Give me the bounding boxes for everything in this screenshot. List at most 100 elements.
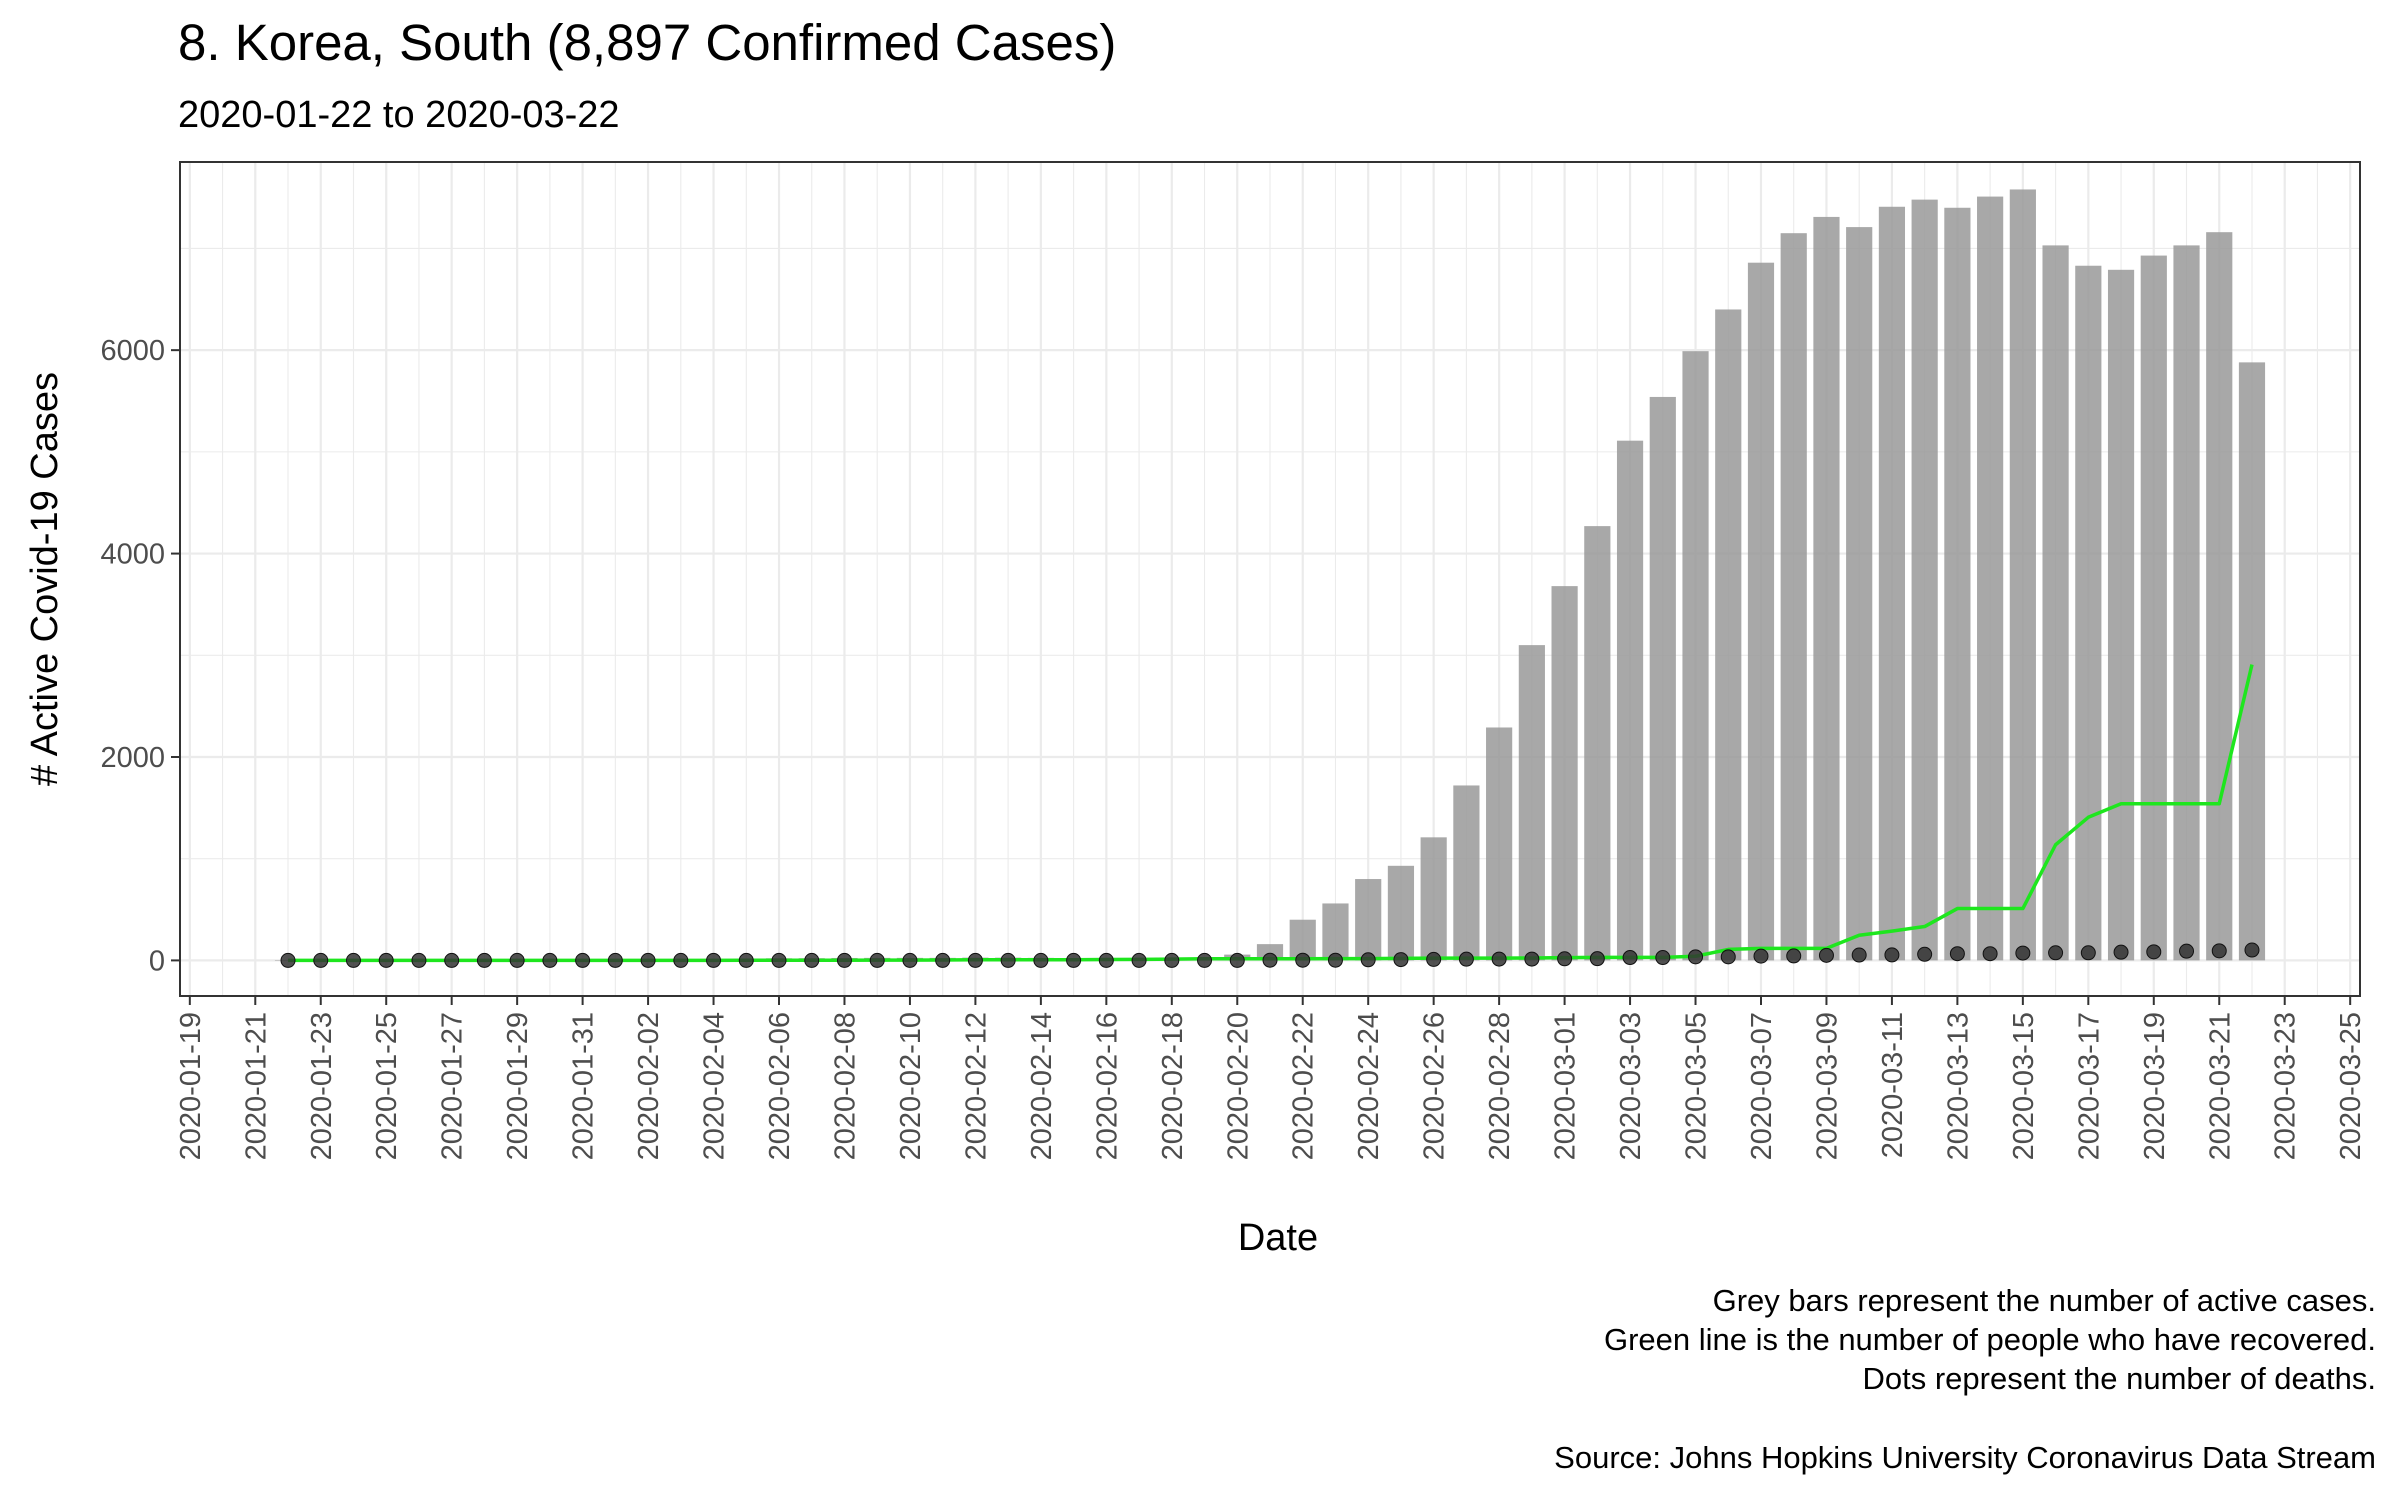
x-tick-label: 2020-02-28	[1484, 1012, 1516, 1160]
death-dot	[1884, 947, 1900, 963]
death-dot	[640, 952, 656, 968]
x-tick-label: 2020-03-15	[2008, 1012, 2040, 1160]
x-tick-label: 2020-03-19	[2139, 1012, 2171, 1160]
active-cases-bar	[1977, 196, 2004, 961]
death-dot	[738, 952, 754, 968]
active-cases-bar	[1420, 837, 1447, 961]
death-dot	[1229, 952, 1245, 968]
death-dot	[1655, 950, 1671, 966]
x-tick-label: 2020-03-05	[1681, 1012, 1713, 1160]
death-dot	[869, 952, 885, 968]
death-dot	[2211, 943, 2227, 959]
active-cases-bar	[2238, 362, 2266, 961]
caption: Grey bars represent the number of active…	[1554, 1283, 2376, 1475]
active-cases-bar	[1387, 865, 1415, 961]
x-tick-label: 2020-01-19	[175, 1012, 207, 1160]
death-dot	[1098, 952, 1114, 968]
x-tick-label: 2020-03-01	[1550, 1012, 1582, 1160]
death-dot	[575, 952, 591, 968]
death-dot	[804, 952, 820, 968]
caption-source: Source: Johns Hopkins University Coronav…	[1554, 1440, 2376, 1475]
death-dot	[771, 952, 787, 968]
plot-area	[179, 161, 2361, 997]
death-dot	[1917, 946, 1933, 962]
death-dot	[1458, 951, 1474, 967]
death-dot	[1491, 951, 1507, 967]
x-tick-label: 2020-03-17	[2073, 1012, 2105, 1160]
x-tick-label: 2020-02-12	[960, 1012, 992, 1160]
active-cases-bar	[1747, 262, 1775, 961]
death-dot	[1066, 952, 1082, 968]
death-dot	[1426, 951, 1442, 967]
death-dot	[444, 952, 460, 968]
death-dot	[1197, 952, 1213, 968]
death-dot	[1033, 952, 1049, 968]
active-cases-bar	[1813, 216, 1840, 961]
x-tick-label: 2020-03-03	[1615, 1012, 1647, 1160]
active-cases-bar	[1256, 944, 1284, 961]
x-tick-label: 2020-02-20	[1222, 1012, 1254, 1160]
x-tick-label: 2020-03-25	[2335, 1012, 2367, 1160]
death-dot	[673, 952, 689, 968]
death-dot	[1295, 952, 1311, 968]
death-dot	[1688, 949, 1704, 965]
death-dot	[1327, 952, 1343, 968]
death-dot	[1786, 948, 1802, 964]
chart-title: 8. Korea, South (8,897 Confirmed Cases)	[178, 14, 1116, 71]
death-dot	[2080, 945, 2096, 961]
death-dot	[1557, 951, 1573, 967]
x-tick-label: 2020-03-13	[1942, 1012, 1974, 1160]
active-cases-bar	[1616, 440, 1644, 961]
x-tick-label: 2020-01-23	[306, 1012, 338, 1160]
death-dot	[1818, 947, 1834, 963]
active-cases-bar	[2075, 265, 2102, 961]
death-dot	[2048, 945, 2064, 961]
active-cases-bar	[1584, 526, 1611, 961]
death-dot	[280, 952, 296, 968]
y-tick-label: 0	[149, 945, 165, 977]
death-dot	[378, 952, 394, 968]
active-cases-bar	[1355, 879, 1382, 961]
x-tick-label: 2020-02-16	[1091, 1012, 1123, 1160]
death-dot	[607, 952, 623, 968]
death-dot	[313, 952, 329, 968]
x-tick-label: 2020-03-21	[2204, 1012, 2236, 1160]
active-cases-bar	[1649, 396, 1676, 961]
death-dot	[706, 952, 722, 968]
caption-line-1: Grey bars represent the number of active…	[1713, 1283, 2376, 1318]
death-dot	[1851, 947, 1867, 963]
death-dot	[935, 952, 951, 968]
x-tick-label: 2020-01-29	[502, 1012, 534, 1160]
active-cases-bar	[1518, 645, 1545, 961]
y-tick-label: 4000	[100, 539, 165, 571]
active-cases-bar	[1322, 903, 1349, 961]
active-cases-bar	[2009, 189, 2036, 961]
caption-line-2: Green line is the number of people who h…	[1604, 1322, 2376, 1357]
y-axis: 0 2000 4000 6000	[100, 335, 180, 977]
x-tick-label: 2020-01-25	[371, 1012, 403, 1160]
death-dot	[2146, 944, 2162, 960]
death-dot	[1982, 946, 1998, 962]
death-dot	[1720, 949, 1736, 965]
y-tick-label: 2000	[100, 742, 165, 774]
death-dot	[1131, 952, 1147, 968]
active-cases-bar	[1878, 206, 1906, 961]
death-dot	[2015, 945, 2031, 961]
chart-subtitle: 2020-01-22 to 2020-03-22	[178, 94, 620, 136]
active-cases-bar	[2042, 245, 2069, 961]
deaths-dots	[280, 942, 2260, 968]
x-tick-label: 2020-02-14	[1026, 1012, 1058, 1160]
active-cases-bar	[1944, 207, 1971, 961]
x-tick-label: 2020-02-26	[1419, 1012, 1451, 1160]
active-cases-bar	[1846, 227, 1873, 961]
x-tick-label: 2020-02-02	[633, 1012, 665, 1160]
death-dot	[1524, 951, 1540, 967]
active-cases-bar	[2107, 269, 2135, 961]
death-dot	[1589, 951, 1605, 967]
x-tick-label: 2020-02-04	[699, 1012, 731, 1160]
death-dot	[1360, 952, 1376, 968]
death-dot	[1393, 952, 1409, 968]
plot-border	[179, 161, 2361, 997]
x-tick-label: 2020-02-10	[895, 1012, 927, 1160]
x-tick-label: 2020-01-31	[568, 1012, 600, 1160]
